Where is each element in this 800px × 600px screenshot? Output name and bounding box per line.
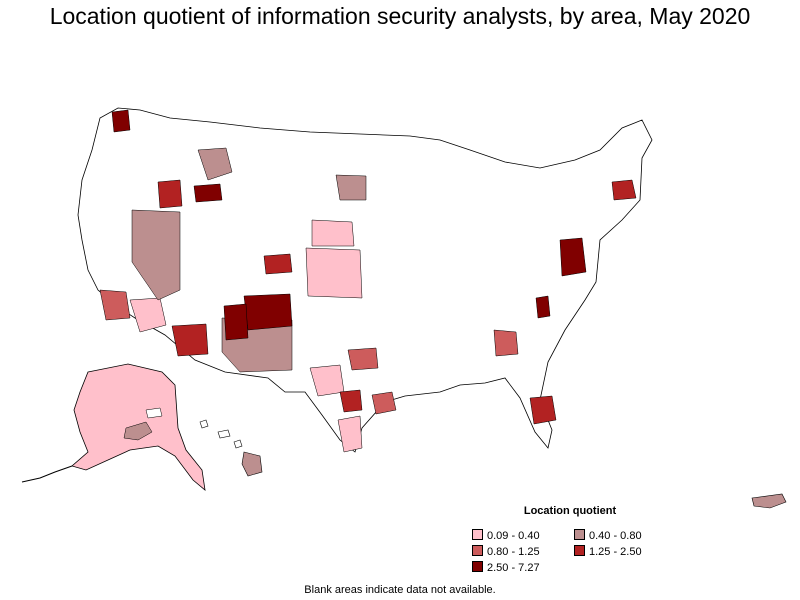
legend-swatch-3: [472, 545, 483, 556]
legend-label-4: 1.25 - 2.50: [589, 546, 642, 558]
legend-swatch-2: [574, 529, 585, 540]
region-nevada: [131, 209, 181, 301]
region-houston: [371, 391, 397, 415]
legend-swatch-1: [472, 529, 483, 540]
region-north-carolina: [535, 295, 551, 319]
region-albuquerque: [223, 303, 249, 341]
region-colorado-springs: [263, 253, 293, 275]
legend-item-1: 0.09 - 0.40: [472, 529, 540, 542]
hawaii-island-3: [233, 439, 243, 449]
region-washington-dc: [559, 237, 587, 277]
legend-item-3: 0.80 - 1.25: [472, 545, 540, 558]
region-san-antonio: [339, 389, 363, 413]
region-massachusetts: [611, 179, 637, 201]
region-kansas: [305, 247, 363, 299]
region-arizona-phoenix: [171, 323, 209, 357]
legend: Location quotient 0.09 - 0.40 0.40 - 0.8…: [470, 505, 670, 575]
region-atlanta: [493, 329, 519, 357]
region-nebraska-east: [311, 219, 355, 247]
alaska-region-anchorage: [123, 421, 153, 441]
hawaii-island-1: [199, 419, 209, 429]
legend-item-4: 1.25 - 2.50: [574, 545, 642, 558]
alaska-island: [145, 407, 163, 419]
region-new-mexico-north: [243, 293, 293, 331]
legend-item-5: 2.50 - 7.27: [472, 561, 540, 574]
region-north-texas: [347, 347, 379, 371]
legend-label-1: 0.09 - 0.40: [487, 530, 540, 542]
region-florida-tampa: [529, 395, 557, 425]
region-seattle: [111, 109, 131, 133]
region-east-texas: [337, 415, 363, 453]
region-idaho: [157, 179, 183, 209]
legend-label-3: 0.80 - 1.25: [487, 546, 540, 558]
region-idaho-east: [193, 183, 223, 203]
legend-item-2: 0.40 - 0.80: [574, 529, 642, 542]
legend-swatch-4: [574, 545, 585, 556]
map-title: Location quotient of information securit…: [49, 3, 751, 29]
hawaii-island-2: [217, 429, 231, 439]
region-montana-west: [197, 147, 233, 181]
region-southern-arizona: [129, 297, 167, 333]
region-southern-california: [99, 289, 131, 321]
region-south-dakota-east: [335, 174, 367, 201]
legend-title: Location quotient: [523, 505, 617, 517]
hawaii-island-big: [241, 451, 263, 477]
legend-label-2: 0.40 - 0.80: [589, 530, 642, 542]
alaska-aleutians: [21, 465, 73, 483]
puerto-rico: [751, 493, 787, 509]
legend-label-5: 2.50 - 7.27: [487, 562, 540, 574]
footnote: Blank areas indicate data not available.: [304, 584, 496, 596]
legend-swatch-5: [472, 561, 483, 572]
